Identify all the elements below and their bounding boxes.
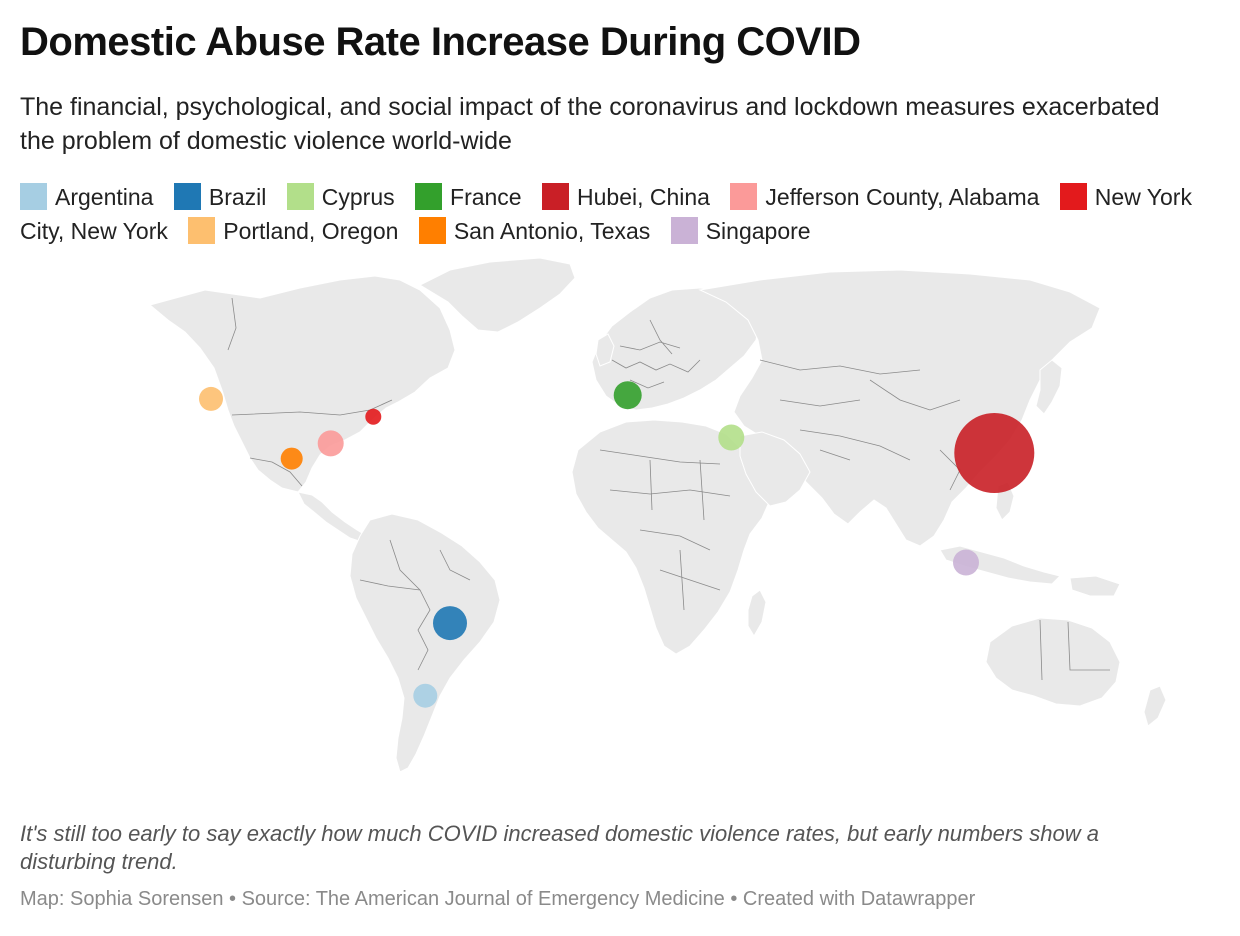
marker-hubei-china[interactable] <box>954 413 1035 493</box>
marker-jefferson-county-alabama[interactable] <box>317 430 344 457</box>
border-south-america <box>359 539 471 671</box>
land-uk <box>595 333 615 367</box>
land-africa <box>571 419 771 655</box>
marker-france[interactable] <box>613 381 642 410</box>
legend-label: Brazil <box>208 184 267 210</box>
world-map <box>148 257 1167 773</box>
legend-swatch <box>173 183 201 210</box>
marker-argentina[interactable] <box>413 683 438 708</box>
chart-notes: It's still too early to say exactly how … <box>20 821 1099 874</box>
legend-item-hubei: Hubei, China <box>542 183 710 210</box>
legend-swatch <box>730 183 758 210</box>
legend-swatch <box>415 183 443 210</box>
legend-item-nyc: New York City, New York <box>20 183 1192 244</box>
bubble-markers <box>199 381 1035 708</box>
land-papua <box>1069 575 1121 597</box>
legend-swatch <box>1059 183 1087 210</box>
border-us-canada <box>231 399 393 416</box>
legend-item-argentina: Argentina <box>20 183 154 210</box>
legend-swatch <box>188 217 216 244</box>
legend-label: Cyprus <box>321 184 395 210</box>
legend-swatch <box>542 183 569 210</box>
legend-item-jefferson: Jefferson County, Alabama <box>730 183 1040 210</box>
marker-brazil[interactable] <box>433 606 467 641</box>
land-asia <box>698 269 1101 547</box>
marker-san-antonio-texas[interactable] <box>280 447 303 470</box>
legend-label: New York City, New York <box>20 184 1192 244</box>
land-masses <box>148 257 1167 773</box>
border-us-mexico <box>249 457 303 487</box>
border-alaska <box>227 297 237 351</box>
legend: Argentina Brazil Cyprus France Hubei, Ch… <box>20 180 1230 248</box>
chart-title: Domestic Abuse Rate Increase During COVI… <box>20 20 861 64</box>
legend-item-brazil: Brazil <box>173 183 267 210</box>
land-central-america <box>297 491 368 543</box>
land-greenland <box>418 257 576 333</box>
legend-item-cyprus: Cyprus <box>286 183 395 210</box>
legend-swatch <box>286 183 314 210</box>
country-borders <box>227 297 1110 681</box>
legend-item-san-antonio: San Antonio, Texas <box>418 217 651 244</box>
legend-label: Portland, Oregon <box>223 218 399 244</box>
legend-label: San Antonio, Texas <box>453 218 651 244</box>
legend-item-france: France <box>415 183 522 210</box>
marker-cyprus[interactable] <box>718 424 745 451</box>
land-australia <box>985 617 1121 707</box>
border-africa <box>599 449 731 611</box>
land-madagascar <box>747 589 767 637</box>
legend-label: Jefferson County, Alabama <box>765 184 1040 210</box>
land-arabia <box>739 431 811 507</box>
land-new-zealand <box>1143 685 1167 727</box>
legend-swatch <box>418 217 446 244</box>
legend-swatch <box>670 217 698 244</box>
land-japan <box>1035 359 1063 415</box>
marker-portland-oregon[interactable] <box>199 386 223 411</box>
border-australia <box>1039 619 1110 681</box>
border-asia <box>759 359 961 491</box>
legend-label: Hubei, China <box>577 184 710 210</box>
marker-new-york-city-new-york[interactable] <box>365 408 382 425</box>
legend-label: Singapore <box>705 218 811 244</box>
legend-label: France <box>450 184 522 210</box>
legend-item-singapore: Singapore <box>670 217 811 244</box>
land-north-america <box>148 275 456 493</box>
legend-item-portland: Portland, Oregon <box>188 217 399 244</box>
chart-footer: Map: Sophia Sorensen • Source: The Ameri… <box>20 888 976 910</box>
legend-label: Argentina <box>55 184 154 210</box>
marker-singapore[interactable] <box>953 549 979 576</box>
land-south-america <box>349 513 501 773</box>
border-europe <box>611 319 701 389</box>
chart-subtitle: The financial, psychological, and social… <box>20 93 1160 155</box>
legend-swatch <box>20 183 47 210</box>
